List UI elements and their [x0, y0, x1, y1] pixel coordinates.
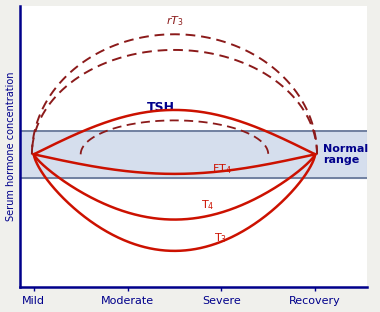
Bar	[20, 131, 367, 178]
Y-axis label: Serum hormone concentration: Serum hormone concentration	[6, 72, 16, 221]
Text: T$_4$: T$_4$	[201, 198, 214, 212]
Text: T$_3$: T$_3$	[214, 231, 227, 245]
Text: rT$_3$: rT$_3$	[166, 14, 183, 28]
Text: FT$_4$: FT$_4$	[212, 162, 232, 176]
Text: TSH: TSH	[146, 101, 174, 114]
Text: Normal
range: Normal range	[323, 144, 368, 165]
